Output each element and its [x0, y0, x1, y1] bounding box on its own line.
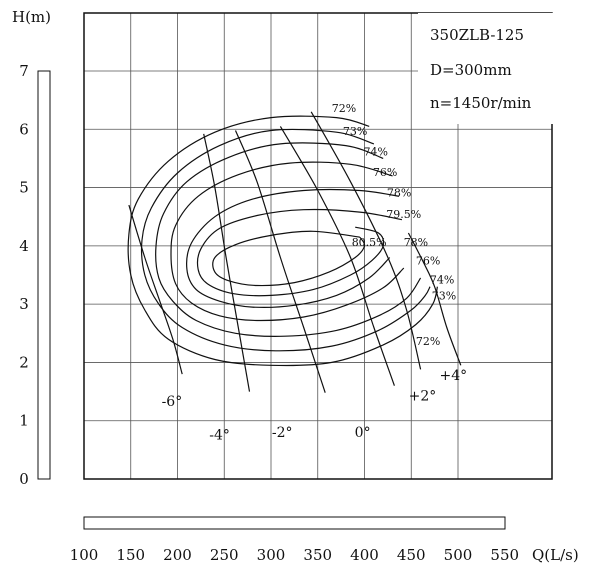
angle-curve-4	[310, 111, 422, 370]
angle-label: -4°	[209, 427, 230, 443]
x-tick-label: 400	[350, 546, 379, 564]
x-tick-label: 250	[210, 546, 239, 564]
efficiency-label: 80.5%	[352, 236, 387, 249]
plot-frame	[83, 12, 553, 480]
angle-label: -2°	[272, 425, 293, 441]
info-box: 350ZLB-125 D=300mm n=1450r/min	[418, 13, 555, 124]
x-tick-label: 150	[116, 546, 145, 564]
y-tick-label: 1	[19, 412, 29, 430]
x-tick-label: 350	[303, 546, 332, 564]
angle-label: 0°	[355, 425, 371, 441]
efficiency-label: 78%	[404, 236, 428, 249]
angle-label: +4°	[440, 368, 468, 384]
y-axis-scale-bar	[37, 70, 51, 480]
efficiency-contours	[127, 115, 438, 367]
angle-label: -6°	[162, 394, 183, 410]
angle-curve-5	[407, 232, 462, 366]
efficiency-contour-5	[196, 208, 403, 297]
efficiency-label: 79.5%	[386, 208, 421, 221]
efficiency-label: 74%	[430, 274, 454, 287]
x-tick-label: 500	[444, 546, 473, 564]
x-tick-label: 300	[257, 546, 286, 564]
efficiency-label: 72%	[416, 335, 440, 348]
diameter-label: D=300mm	[430, 61, 512, 79]
efficiency-contour-2	[155, 142, 422, 337]
x-tick-label: 100	[70, 546, 99, 564]
y-axis: H(m) 0 1 2 3 4 5 6 7	[12, 8, 51, 488]
efficiency-contour-6	[212, 230, 366, 287]
y-axis-title: H(m)	[12, 8, 51, 26]
x-axis-title: Q(L/s)	[532, 546, 579, 564]
efficiency-label: 76%	[416, 255, 440, 268]
x-axis-scale-bar	[83, 516, 506, 530]
blade-angle-curves	[128, 111, 462, 393]
efficiency-label: 76%	[373, 166, 397, 179]
angle-curve-1	[203, 133, 251, 392]
x-axis: 100 150 200 250 300 350 400 450 500 550 Q(L/s)	[70, 516, 579, 564]
efficiency-label: 74%	[363, 146, 387, 159]
info-box-background	[418, 13, 555, 124]
y-tick-labels: 0 1 2 3 4 5 6 7	[19, 62, 29, 488]
y-tick-label: 0	[19, 470, 29, 488]
x-tick-label: 200	[163, 546, 192, 564]
y-tick-label: 3	[19, 295, 29, 313]
y-tick-label: 5	[19, 179, 29, 197]
efficiency-labels: 72% 73% 74% 76% 78% 79.5% 80.5% 78% 76% 74% 73% 72%	[332, 102, 456, 348]
angle-labels: -6° -4° -2° 0° +2°+4°	[162, 368, 468, 443]
x-tick-label: 550	[490, 546, 519, 564]
speed-label: n=1450r/min	[430, 94, 532, 112]
efficiency-contour-1	[140, 128, 431, 352]
angle-label: +2°	[409, 388, 437, 404]
efficiency-label: 78%	[387, 186, 411, 199]
y-tick-label: 2	[19, 353, 29, 371]
efficiency-label: 73%	[343, 125, 367, 138]
efficiency-contour-0	[127, 115, 438, 367]
y-tick-label: 7	[19, 62, 29, 80]
efficiency-label: 73%	[432, 289, 456, 302]
model-label: 350ZLB-125	[430, 26, 524, 44]
efficiency-contour-3	[170, 161, 405, 322]
efficiency-label: 72%	[332, 102, 356, 115]
angle-curve-2	[234, 130, 326, 393]
x-tick-label: 450	[397, 546, 426, 564]
angle-curve-0	[128, 204, 183, 375]
x-tick-labels: 100 150 200 250 300 350 400 450 500 550	[70, 546, 519, 564]
angle-curve-3	[279, 126, 395, 386]
y-tick-label: 6	[19, 120, 29, 138]
efficiency-contour-4	[186, 188, 400, 308]
y-tick-label: 4	[19, 237, 29, 255]
